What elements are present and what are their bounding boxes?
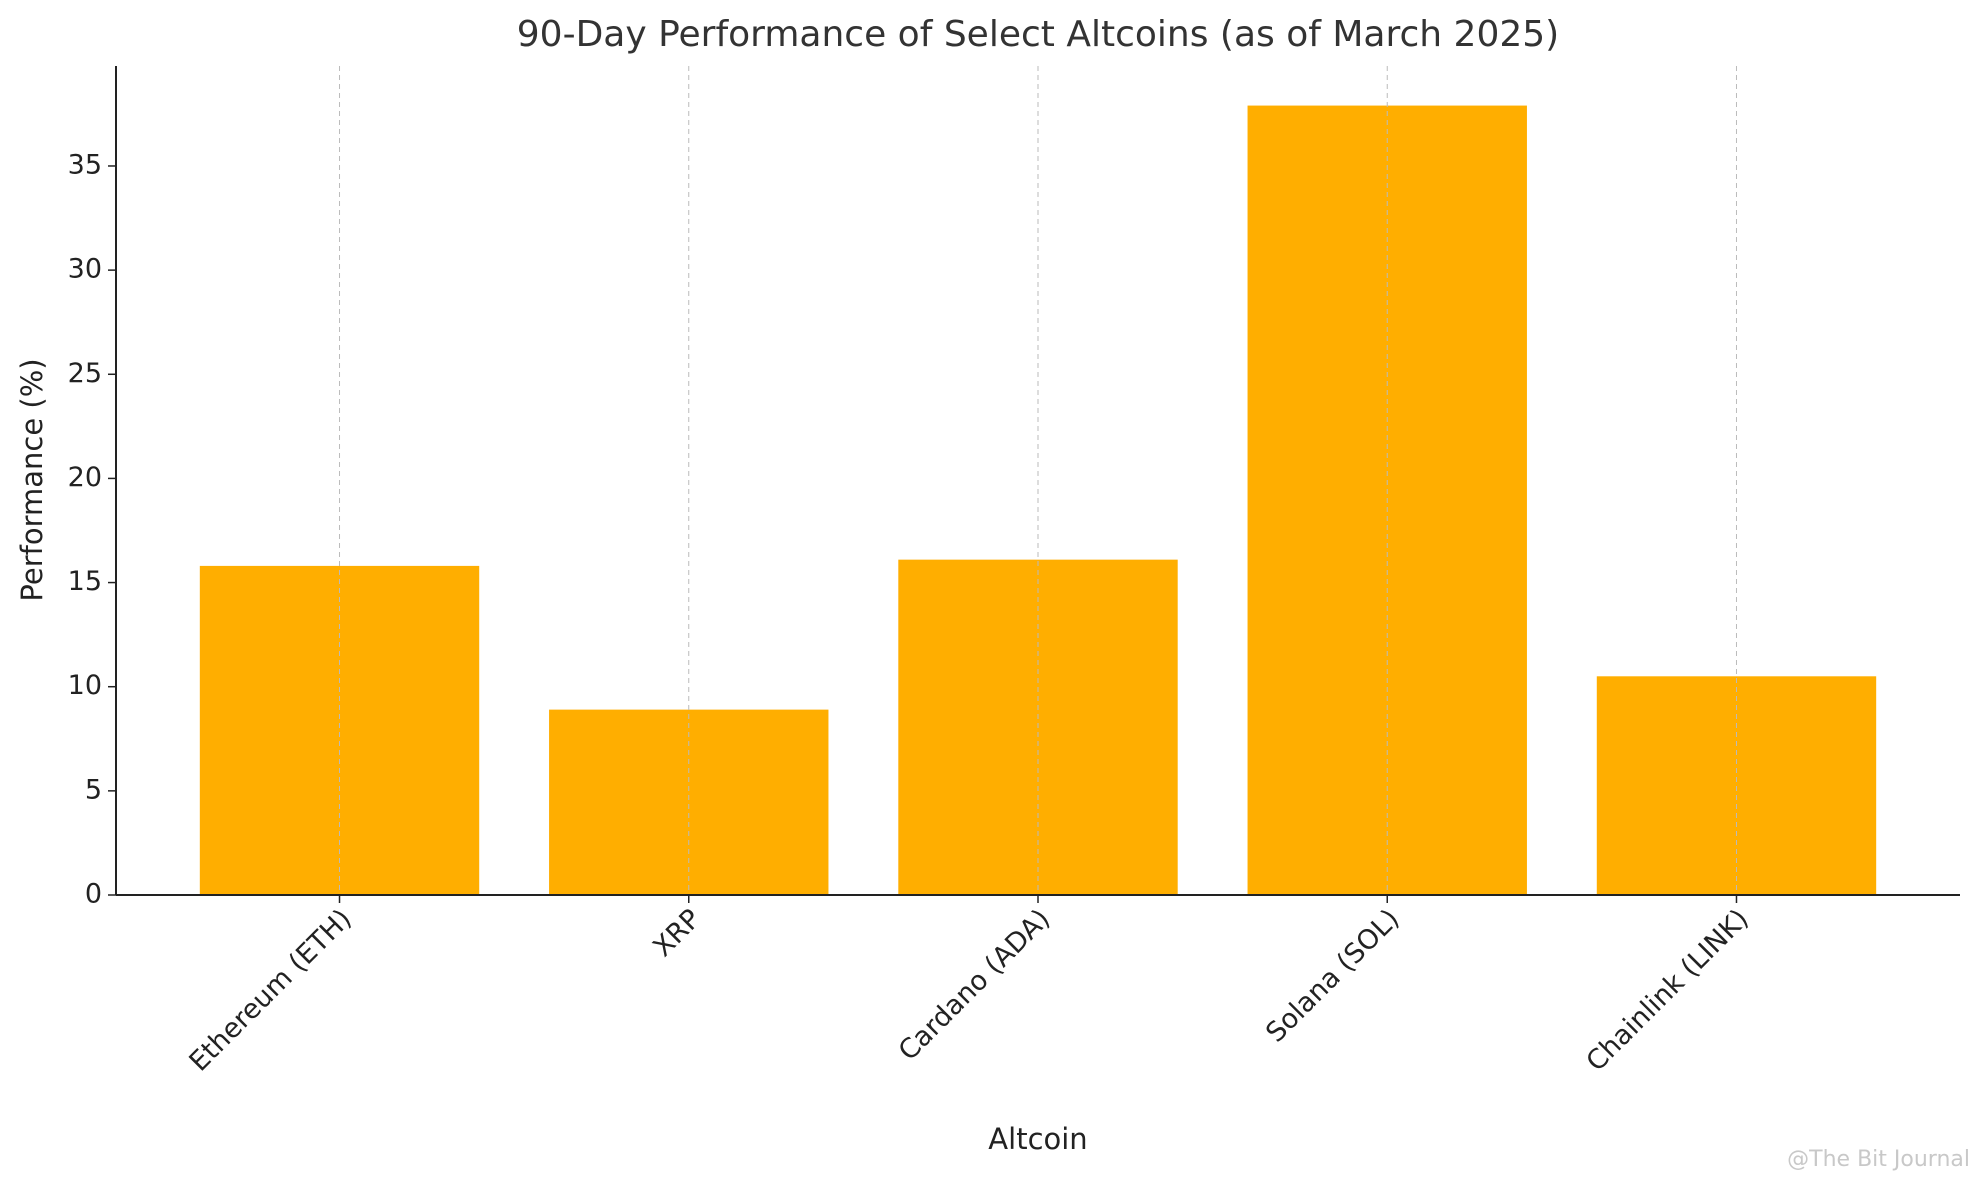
x-tick-label: Chainlink (LINK)	[1580, 903, 1754, 1077]
y-tick-label: 35	[68, 149, 102, 180]
y-tick-label: 10	[68, 670, 102, 701]
y-tick-label: 25	[68, 358, 102, 389]
y-tick-label: 30	[68, 254, 102, 285]
x-axis-title: Altcoin	[988, 1122, 1087, 1156]
watermark: @The Bit Journal	[1787, 1147, 1970, 1172]
y-tick-label: 0	[85, 879, 102, 910]
x-tick-label: Ethereum (ETH)	[184, 903, 358, 1077]
y-axis-title: Performance (%)	[15, 358, 49, 601]
y-tick-label: 20	[68, 462, 102, 493]
x-tick-label: Cardano (ADA)	[893, 903, 1057, 1067]
x-tick-label: XRP	[647, 903, 707, 963]
y-tick-label: 15	[68, 566, 102, 597]
x-tick-label: Solana (SOL)	[1260, 903, 1405, 1048]
y-tick-label: 5	[85, 774, 102, 805]
chart-title: 90-Day Performance of Select Altcoins (a…	[517, 14, 1559, 55]
bar	[549, 709, 829, 895]
